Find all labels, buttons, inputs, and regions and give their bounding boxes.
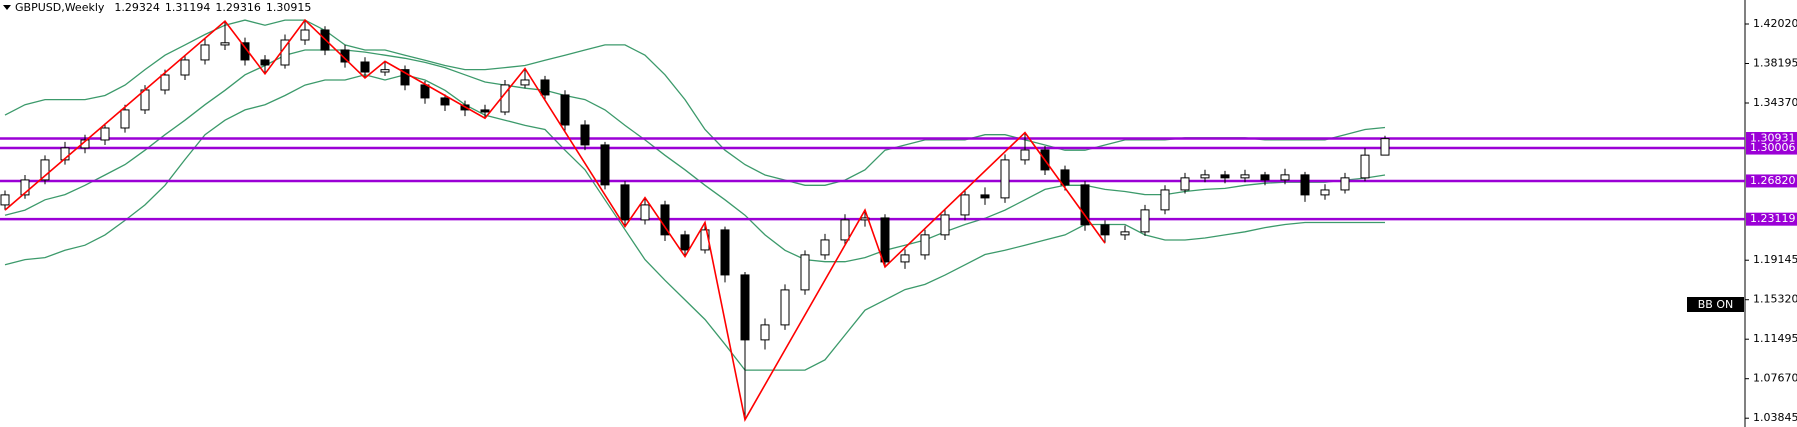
candle-body	[1320, 189, 1330, 196]
level-label-bg	[1746, 141, 1797, 155]
candle-body	[60, 147, 70, 161]
candle-body	[520, 79, 530, 86]
candle-body	[420, 84, 430, 99]
candle-body	[1380, 138, 1390, 156]
candle-body	[1120, 231, 1130, 236]
candle-body	[120, 109, 130, 129]
header-arrow	[3, 5, 11, 10]
level-label: 1.26820	[1750, 174, 1796, 187]
indicator-label: BB ON	[1698, 298, 1733, 311]
header: GBPUSD,Weekly 1.29324 1.31194 1.29316 1.3091…	[15, 1, 311, 14]
band-upper	[4, 19, 1386, 186]
candle-body	[1220, 174, 1230, 179]
candle-body	[1340, 177, 1350, 191]
candle-body	[760, 324, 770, 341]
candle-body	[1080, 184, 1090, 226]
candle-body	[180, 59, 190, 76]
header-low: 1.29316	[215, 1, 261, 14]
candle-body	[200, 44, 210, 61]
candle-body	[980, 194, 990, 199]
candle-body	[360, 61, 370, 73]
band-middle	[4, 49, 1386, 263]
candle-body	[1180, 177, 1190, 191]
candle-body	[680, 234, 690, 251]
candle-body	[1000, 159, 1010, 199]
candle-body	[240, 42, 250, 61]
candle-body	[1100, 224, 1110, 236]
candle-body	[800, 254, 810, 291]
y-tick-label: 1.07670	[1753, 372, 1797, 385]
candle-body	[560, 94, 570, 126]
candle-body	[640, 204, 650, 221]
level-label: 1.30931	[1750, 132, 1796, 145]
candle-body	[720, 229, 730, 276]
header-high: 1.31194	[165, 1, 211, 14]
candle-body	[1160, 189, 1170, 211]
candle-body	[1300, 174, 1310, 196]
header-open: 1.29324	[114, 1, 160, 14]
candle-body	[1260, 174, 1270, 181]
candle-body	[300, 29, 310, 41]
candle-body	[1200, 174, 1210, 179]
level-label-bg	[1746, 212, 1797, 226]
candle-body	[940, 214, 950, 236]
chart-title: GBPUSD,Weekly	[15, 1, 105, 14]
candle-body	[860, 217, 870, 221]
candle-body	[260, 59, 270, 66]
y-tick-label: 1.15320	[1753, 293, 1797, 306]
header-close: 1.30915	[266, 1, 312, 14]
candle-body	[920, 234, 930, 256]
candle-body	[400, 69, 410, 86]
level-label-bg	[1746, 174, 1797, 188]
candle-body	[340, 49, 350, 63]
y-tick-label: 1.03845	[1753, 411, 1797, 424]
candle-body	[1240, 174, 1250, 179]
candle-body	[40, 159, 50, 181]
candle-body	[740, 274, 750, 341]
candle-body	[620, 184, 630, 221]
candle-body	[580, 124, 590, 146]
y-tick-label: 1.34370	[1753, 96, 1797, 109]
candle-body	[1140, 209, 1150, 233]
candle-body	[840, 219, 850, 241]
candle-body	[0, 194, 10, 206]
candle-body	[1360, 154, 1370, 179]
level-label: 1.30006	[1750, 141, 1796, 154]
candle-body	[1060, 169, 1070, 186]
band-lower	[4, 74, 1385, 371]
candle-body	[480, 109, 490, 113]
candle-body	[1280, 174, 1290, 181]
candle-body	[20, 179, 30, 196]
candle-body	[380, 69, 390, 73]
level-label: 1.23119	[1750, 212, 1796, 225]
candle-body	[820, 239, 830, 256]
candle-body	[220, 42, 230, 46]
y-tick-label: 1.19145	[1753, 253, 1797, 266]
y-tick-label: 1.11495	[1753, 332, 1797, 345]
candle-body	[780, 289, 790, 326]
candle-body	[1020, 149, 1030, 161]
candle-body	[160, 74, 170, 91]
y-tick-label: 1.38195	[1753, 56, 1797, 69]
candle-body	[900, 254, 910, 263]
zigzag	[4, 18, 1106, 422]
y-tick-label: 1.42020	[1753, 17, 1797, 30]
candle-body	[600, 144, 610, 186]
candle-body	[440, 97, 450, 106]
candle-body	[960, 194, 970, 216]
candle-body	[540, 79, 550, 96]
candle-body	[880, 217, 890, 263]
indicator-badge	[1687, 297, 1744, 312]
candle-body	[100, 127, 110, 141]
